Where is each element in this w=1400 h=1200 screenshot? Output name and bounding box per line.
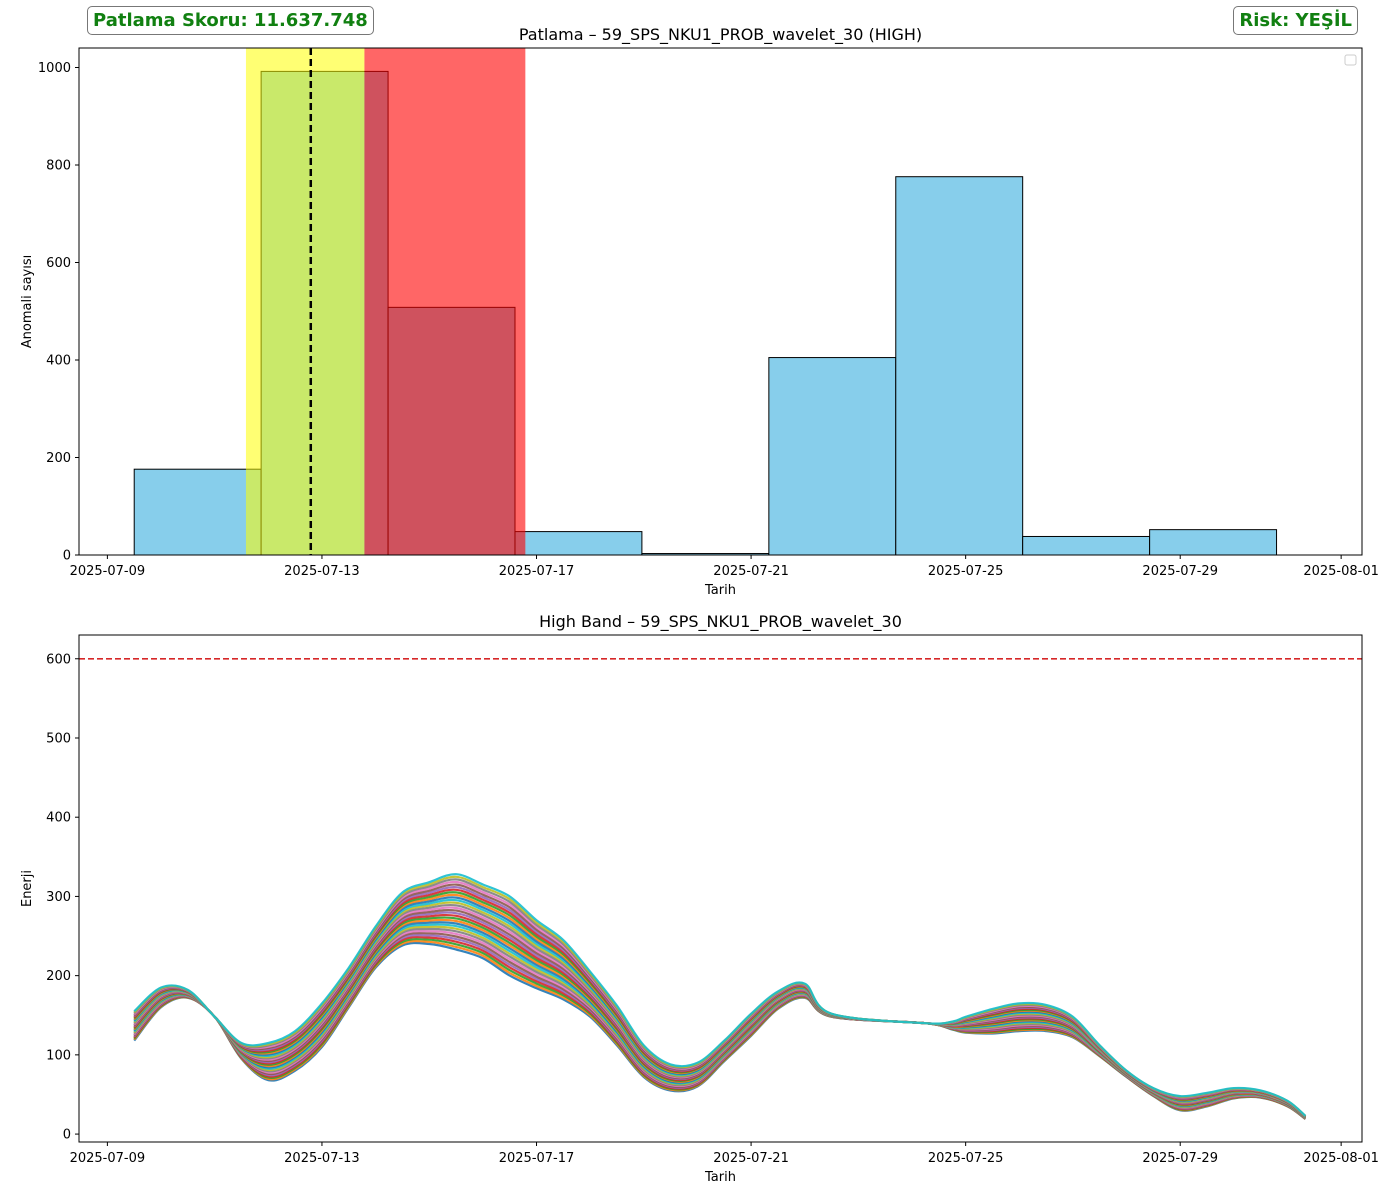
energy-series-line <box>133 880 1307 1118</box>
red-highlight-span <box>364 48 526 555</box>
histogram-bar <box>1022 535 1151 556</box>
y-tick-label: 0 <box>63 1128 71 1143</box>
x-tick-label: 2025-07-21 <box>713 1151 789 1166</box>
energy-series-line <box>133 901 1307 1118</box>
risk-badge: Risk: YEŞİL <box>1233 6 1358 35</box>
y-tick-label: 400 <box>46 354 71 369</box>
x-axis-label: Tarih <box>704 1170 736 1185</box>
x-tick-label: 2025-07-25 <box>928 564 1004 579</box>
energy-series-line <box>133 886 1307 1118</box>
x-tick-label: 2025-07-21 <box>713 564 789 579</box>
histogram-bar <box>768 357 897 556</box>
chart-title: Patlama – 59_SPS_NKU1_PROB_wavelet_30 (H… <box>519 25 922 45</box>
score-badge: Patlama Skoru: 11.637.748 <box>87 6 374 35</box>
energy-series-line <box>133 908 1307 1119</box>
plot-frame-1 <box>78 634 1363 1143</box>
x-tick-label: 2025-08-01 <box>1303 1151 1379 1166</box>
y-tick-label: 300 <box>46 890 71 905</box>
y-tick-label: 400 <box>46 811 71 826</box>
plot-frame-0 <box>78 47 1363 556</box>
energy-series-line <box>133 906 1307 1119</box>
y-tick-label: 100 <box>46 1048 71 1063</box>
x-tick-label: 2025-08-01 <box>1303 564 1379 579</box>
energy-series-line <box>133 888 1307 1118</box>
y-tick-label: 1000 <box>38 61 71 76</box>
y-axis-label: Anomali sayısı <box>20 255 35 349</box>
y-tick-label: 200 <box>46 969 71 984</box>
x-tick-label: 2025-07-29 <box>1142 1151 1218 1166</box>
legend-box <box>1344 54 1357 66</box>
histogram-bar <box>133 468 262 556</box>
y-tick-label: 600 <box>46 256 71 271</box>
histogram-bar <box>514 531 643 556</box>
x-tick-label: 2025-07-13 <box>284 1151 360 1166</box>
energy-series-line <box>133 911 1307 1119</box>
y-tick-label: 0 <box>63 549 71 564</box>
yellow-highlight-span <box>245 48 365 555</box>
x-tick-label: 2025-07-09 <box>70 1151 146 1166</box>
x-tick-label: 2025-07-09 <box>70 564 146 579</box>
energy-series-line <box>133 893 1307 1118</box>
chart-title: High Band – 59_SPS_NKU1_PROB_wavelet_30 <box>539 612 902 632</box>
y-axis-label: Enerji <box>20 870 35 907</box>
energy-series-line <box>133 896 1307 1118</box>
x-tick-label: 2025-07-25 <box>928 1151 1004 1166</box>
y-tick-label: 500 <box>46 731 71 746</box>
x-axis-label: Tarih <box>704 583 736 598</box>
x-tick-label: 2025-07-29 <box>1142 564 1218 579</box>
histogram-bar <box>1149 529 1278 556</box>
energy-series-line <box>133 898 1307 1118</box>
x-tick-label: 2025-07-13 <box>284 564 360 579</box>
energy-series-line <box>133 873 1307 1117</box>
y-tick-label: 800 <box>46 159 71 174</box>
y-tick-label: 200 <box>46 451 71 466</box>
y-tick-label: 600 <box>46 652 71 667</box>
x-tick-label: 2025-07-17 <box>499 564 575 579</box>
energy-series-line <box>133 883 1307 1118</box>
x-tick-label: 2025-07-17 <box>499 1151 575 1166</box>
energy-series-line <box>133 891 1307 1118</box>
energy-series-line <box>133 903 1307 1119</box>
histogram-bar <box>895 176 1024 556</box>
